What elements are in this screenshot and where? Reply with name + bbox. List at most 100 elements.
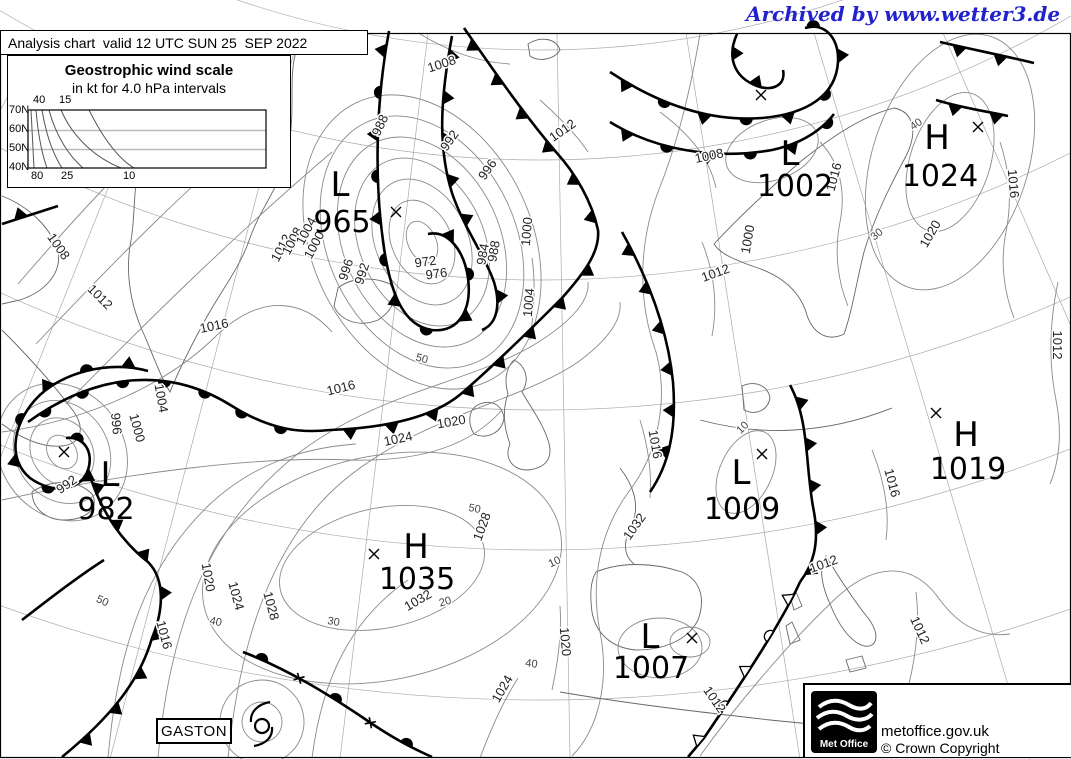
center-x-mark bbox=[930, 407, 942, 419]
front-symbol bbox=[108, 701, 123, 715]
coastline bbox=[469, 402, 505, 437]
isobar-line bbox=[479, 677, 519, 759]
pressure-center-letter: L bbox=[732, 453, 751, 493]
graticule-line bbox=[813, 32, 1031, 759]
isobar-loop bbox=[279, 505, 485, 631]
front-symbol bbox=[780, 111, 796, 125]
graticule-label: 50 bbox=[94, 593, 110, 609]
isobar-label: 1000 bbox=[126, 412, 148, 444]
isobar-label: 1004 bbox=[520, 288, 537, 318]
wind-scale-curve bbox=[41, 109, 63, 169]
front-symbol bbox=[836, 48, 850, 64]
isobar-loop bbox=[669, 626, 711, 658]
isobar-line bbox=[701, 241, 716, 337]
graticule-line bbox=[339, 32, 429, 759]
graticule-line bbox=[942, 32, 1071, 328]
pressure-center-value: 1024 bbox=[902, 159, 978, 194]
coastline bbox=[503, 359, 551, 471]
front-symbol bbox=[804, 561, 819, 576]
graticule-label: 40 bbox=[208, 615, 222, 629]
isobar-loop bbox=[725, 116, 819, 184]
isobar-label: 1020 bbox=[557, 627, 574, 657]
isobar-label: 1008 bbox=[44, 230, 73, 262]
isobar-label: 984 bbox=[473, 242, 492, 266]
front-symbol bbox=[947, 102, 963, 117]
front-symbol bbox=[660, 360, 674, 377]
wind-scale-box: Geostrophic wind scale in kt for 4.0 hPa… bbox=[7, 55, 291, 188]
met-office-waves-icon bbox=[815, 698, 874, 733]
front-symbol bbox=[15, 413, 26, 427]
isobar-label: 1012 bbox=[546, 116, 578, 145]
graticule-line bbox=[236, 0, 844, 51]
front-symbol bbox=[580, 262, 595, 276]
coastline bbox=[31, 482, 95, 521]
graticule-line bbox=[0, 9, 1071, 161]
front-symbol bbox=[747, 74, 763, 89]
pressure-center-letter: H bbox=[403, 527, 429, 567]
isobar-loop bbox=[202, 451, 562, 685]
front-symbol bbox=[515, 106, 530, 120]
pressure-center-value: 1002 bbox=[757, 169, 833, 204]
graticule-label: 50 bbox=[414, 352, 429, 367]
pressure-center-value: 965 bbox=[313, 205, 370, 240]
front-symbol bbox=[274, 425, 288, 435]
lat-label-70n: 70N bbox=[9, 104, 30, 116]
front-symbol bbox=[763, 629, 775, 643]
footer-panel: Met Office metoffice.gov.uk © Crown Copy… bbox=[803, 683, 1071, 757]
isobar-loop bbox=[388, 199, 456, 285]
storm-spiral-ring bbox=[241, 701, 283, 743]
isobar-label: 996 bbox=[475, 156, 500, 182]
front-symbol bbox=[466, 37, 481, 51]
front-symbol bbox=[459, 213, 474, 228]
isobar-label: 1028 bbox=[470, 510, 494, 542]
front-warm bbox=[27, 378, 331, 433]
isobar-label: 1024 bbox=[382, 428, 413, 449]
isobar-label: 1024 bbox=[225, 580, 247, 612]
isobar-line bbox=[659, 111, 717, 189]
coastline bbox=[1, 195, 59, 305]
front-symbol bbox=[374, 43, 388, 59]
pressure-center-letter: H bbox=[953, 415, 979, 455]
front-symbol bbox=[7, 453, 21, 468]
wind-scale-title: Geostrophic wind scale bbox=[64, 62, 234, 79]
graticule-label: 30 bbox=[326, 615, 340, 629]
isobar-loop bbox=[319, 115, 525, 369]
front-symbol bbox=[620, 78, 634, 93]
front-symbol bbox=[522, 325, 537, 340]
front-symbol bbox=[150, 626, 164, 642]
center-x-mark bbox=[756, 448, 768, 460]
pressure-center-letter: H bbox=[924, 118, 950, 158]
front-cold bbox=[462, 27, 600, 231]
front-symbol bbox=[566, 171, 581, 185]
wind-scale-curve bbox=[48, 109, 84, 169]
front-symbol bbox=[700, 151, 716, 165]
footer-copyright: © Crown Copyright bbox=[881, 740, 1000, 756]
front-symbol bbox=[490, 72, 505, 86]
coastline bbox=[821, 555, 877, 647]
front-symbol bbox=[814, 520, 828, 536]
coastline bbox=[619, 467, 636, 565]
front-symbol bbox=[491, 354, 506, 369]
front-symbol bbox=[718, 700, 730, 713]
pressure-center-letter: L bbox=[641, 617, 660, 657]
front-symbol bbox=[70, 432, 84, 443]
front-symbol bbox=[42, 378, 56, 393]
front-symbol bbox=[806, 20, 820, 28]
front-symbol bbox=[442, 89, 455, 105]
front-cold bbox=[1, 204, 59, 226]
isobar-loop bbox=[336, 136, 508, 348]
lat-label-50n: 50N bbox=[9, 142, 30, 154]
isobar-label: 976 bbox=[425, 265, 449, 283]
storm-hook-icon bbox=[249, 700, 271, 723]
isobar-line bbox=[871, 449, 888, 541]
front-symbol bbox=[441, 131, 454, 148]
isobar-line bbox=[157, 281, 589, 759]
front-symbol bbox=[804, 436, 818, 453]
front-symbol bbox=[989, 111, 1005, 125]
front-symbol bbox=[583, 208, 598, 224]
isobars bbox=[0, 33, 1060, 759]
isobar-label: 988 bbox=[484, 239, 503, 263]
